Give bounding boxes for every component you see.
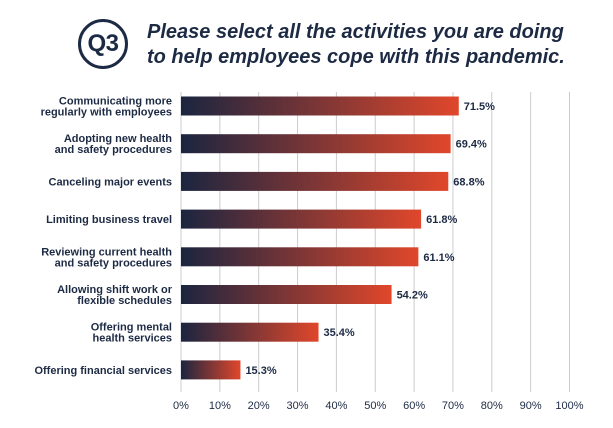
x-tick-label: 80% bbox=[481, 400, 503, 412]
question-title: Please select all the activities you are… bbox=[147, 21, 565, 68]
category-labels: Communicating more regularly with employe… bbox=[34, 96, 172, 377]
category-label: Offering financial services bbox=[34, 365, 172, 377]
x-tick-label: 70% bbox=[442, 400, 464, 412]
x-tick-label: 30% bbox=[287, 400, 309, 412]
x-axis-ticks: 0% 10% 20% 30% 40% 50% 60% 70% 80% 90% 100% bbox=[173, 400, 584, 412]
bar bbox=[181, 247, 419, 267]
bar bbox=[181, 285, 392, 304]
value-label: 71.5% bbox=[464, 101, 495, 113]
question-number: Q3 bbox=[87, 30, 119, 57]
value-label: 68.8% bbox=[453, 176, 484, 188]
value-label: 61.1% bbox=[423, 252, 454, 264]
x-tick-label: 0% bbox=[173, 400, 189, 412]
x-tick-label: 10% bbox=[209, 400, 231, 412]
bar bbox=[181, 171, 449, 191]
value-label: 35.4% bbox=[324, 327, 355, 339]
bar bbox=[181, 96, 459, 116]
value-label: 15.3% bbox=[245, 365, 276, 377]
value-label: 61.8% bbox=[426, 214, 457, 226]
category-label: Communicating more regularly with employe… bbox=[41, 96, 172, 119]
value-label: 54.2% bbox=[397, 290, 428, 302]
value-label: 69.4% bbox=[456, 139, 487, 151]
category-label: Reviewing current health and safety proce… bbox=[41, 246, 172, 269]
bar bbox=[181, 360, 241, 380]
bar bbox=[181, 209, 422, 229]
bars bbox=[181, 96, 459, 380]
x-tick-label: 90% bbox=[520, 400, 542, 412]
category-label: Adopting new health and safety procedures bbox=[55, 133, 173, 156]
category-label: Limiting business travel bbox=[46, 214, 172, 226]
question-number-badge: Q3 bbox=[78, 19, 128, 69]
bar bbox=[181, 322, 319, 342]
bar bbox=[181, 134, 451, 154]
value-labels: 71.5% 69.4% 68.8% 61.8% 61.1% 54.2% 35.4% 15.3% bbox=[245, 101, 495, 377]
x-tick-label: 100% bbox=[555, 400, 583, 412]
x-tick-label: 20% bbox=[248, 400, 270, 412]
category-label: Canceling major events bbox=[49, 176, 173, 188]
category-label: Offering mental health services bbox=[91, 322, 172, 345]
x-tick-label: 60% bbox=[403, 400, 425, 412]
x-tick-label: 40% bbox=[325, 400, 347, 412]
category-label: Allowing shift work or flexible schedules bbox=[57, 284, 173, 307]
x-tick-label: 50% bbox=[364, 400, 386, 412]
